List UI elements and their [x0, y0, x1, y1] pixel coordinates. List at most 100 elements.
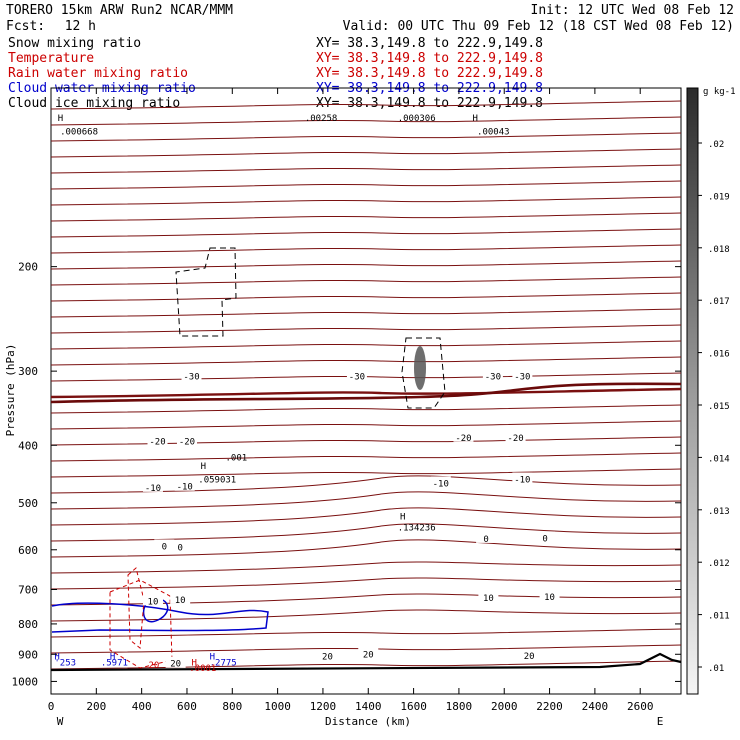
- extremum-label: .2775: [210, 658, 237, 668]
- temperature-contour-label: -30: [514, 372, 530, 382]
- temperature-contour-label: -10: [433, 479, 449, 489]
- contour-label-bg: [478, 590, 499, 602]
- temperature-contour-label: 0: [483, 535, 488, 545]
- temperature-contour: [50, 148, 682, 158]
- temperature-contour-label: 10: [148, 597, 159, 607]
- colorbar-label: .018: [708, 245, 730, 255]
- temperature-contour: [50, 387, 682, 399]
- extremum-label: 20: [148, 661, 159, 671]
- extremum-label: .059031: [198, 475, 236, 485]
- temperature-contour-label: 0: [542, 534, 547, 544]
- temperature-contour-label: -30: [183, 372, 199, 382]
- y-tick-label: 700: [18, 584, 38, 597]
- x-tick-label: 2400: [582, 700, 609, 713]
- temperature-contour: [50, 212, 682, 222]
- rain-water-contour: [109, 579, 173, 669]
- contour-label-bg: [154, 539, 175, 551]
- legend-xy: XY= 38.3,149.8 to 222.9,149.8: [316, 66, 543, 81]
- temperature-contour-label: -20: [149, 438, 165, 448]
- extremum-label: '253: [54, 658, 76, 668]
- extremum-label: .0001: [189, 664, 216, 674]
- contour-label-bg: [165, 656, 186, 668]
- legend: Snow mixing ratio XY= 38.3,149.8 to 222.9…: [8, 36, 543, 111]
- contour-label-bg: [346, 369, 367, 381]
- x-tick-label: 800: [222, 700, 242, 713]
- temperature-contour-label: -10: [145, 484, 161, 494]
- y-tick-label: 500: [18, 497, 38, 510]
- colorbar-label: .016: [708, 350, 730, 360]
- temperature-contour: [50, 244, 682, 254]
- colorbar-label: .013: [708, 507, 730, 517]
- temperature-contour: [50, 276, 682, 286]
- colorbar-label: .017: [708, 297, 730, 307]
- temperature-contour-label: -10: [514, 475, 530, 485]
- temperature-contour: [50, 507, 682, 526]
- legend-xy: XY= 38.3,149.8 to 222.9,149.8: [316, 51, 543, 66]
- contour-label-bg: [147, 434, 168, 446]
- colorbar-label: .011: [708, 612, 730, 622]
- temperature-contour-label: 20: [363, 651, 374, 661]
- legend-xy: XY= 38.3,149.8 to 222.9,149.8: [316, 96, 543, 111]
- temperature-contour: [50, 468, 682, 478]
- temperature-contour-label: 10: [544, 593, 555, 603]
- legend-name: Snow mixing ratio: [8, 36, 141, 51]
- extremum-label: H: [58, 114, 63, 124]
- legend-name: Temperature: [8, 51, 94, 66]
- x-tick-label: 1200: [310, 700, 337, 713]
- y-tick-label: 1000: [12, 675, 39, 688]
- temperature-contour: [50, 132, 682, 142]
- temperature-contour: [50, 644, 682, 654]
- colorbar-label: .02: [708, 140, 724, 150]
- x-tick-label: 200: [86, 700, 106, 713]
- extremum-label: .5971: [101, 658, 128, 668]
- temperature-contour-label: -30: [349, 372, 365, 382]
- extremum-label: .00258: [305, 114, 338, 124]
- valid-time: Valid: 00 UTC Thu 09 Feb 12 (18 CST Wed …: [343, 19, 734, 34]
- forecast-label: Fcst:: [6, 19, 45, 34]
- x-tick-label: 2200: [536, 700, 563, 713]
- temperature-contour: [50, 475, 682, 494]
- snow-contours: [175, 247, 446, 409]
- temperature-contour: [50, 196, 682, 206]
- temperature-contour-label: -10: [177, 483, 193, 493]
- y-axis-label: Pressure (hPa): [4, 344, 17, 437]
- contour-label-bg: [176, 434, 197, 446]
- legend-xy: XY= 38.3,149.8 to 222.9,149.8: [316, 36, 543, 51]
- temperature-contour: [50, 452, 682, 462]
- x-tick-label: 1800: [446, 700, 473, 713]
- x-axis-label: Distance (km): [325, 715, 411, 728]
- contour-label-bg: [430, 476, 451, 488]
- forecast-hour: 12 h: [65, 19, 96, 34]
- contour-label-bg: [142, 480, 163, 492]
- temperature-contour: [50, 340, 682, 350]
- terrain-line: [50, 652, 682, 672]
- temperature-contour-label: 10: [175, 596, 186, 606]
- x-axis-right-end: E: [657, 715, 664, 728]
- colorbar-label: .019: [708, 192, 730, 202]
- contour-label-bg: [512, 369, 533, 381]
- rain-water-contour: [127, 567, 145, 649]
- temperature-contour: [50, 164, 682, 174]
- temperature-contour-label: 20: [322, 653, 333, 663]
- temperature-contour: [50, 100, 682, 110]
- contour-label-bg: [476, 531, 497, 543]
- plot-frame: [50, 87, 682, 695]
- temperature-contour: [50, 180, 682, 190]
- extremum-label: .000306: [398, 114, 436, 124]
- x-tick-label: 400: [132, 700, 152, 713]
- contour-label-bg: [142, 594, 163, 606]
- colorbar-label: .012: [708, 559, 730, 569]
- temperature-contours: [50, 100, 682, 670]
- temperature-contour-label: -30: [485, 372, 501, 382]
- contour-label-bg: [505, 430, 526, 442]
- extremum-label: H: [400, 512, 405, 522]
- y-tick-label: 300: [18, 365, 38, 378]
- x-tick-label: 2000: [491, 700, 518, 713]
- snow-contour: [401, 337, 446, 409]
- temperature-contour-label: 0: [162, 542, 167, 552]
- temperature-contour: [50, 308, 682, 318]
- contour-label-bg: [170, 592, 191, 604]
- contour-label-bg: [535, 531, 556, 543]
- x-tick-label: 1400: [355, 700, 382, 713]
- colorbar-units: g kg-1: [703, 87, 736, 97]
